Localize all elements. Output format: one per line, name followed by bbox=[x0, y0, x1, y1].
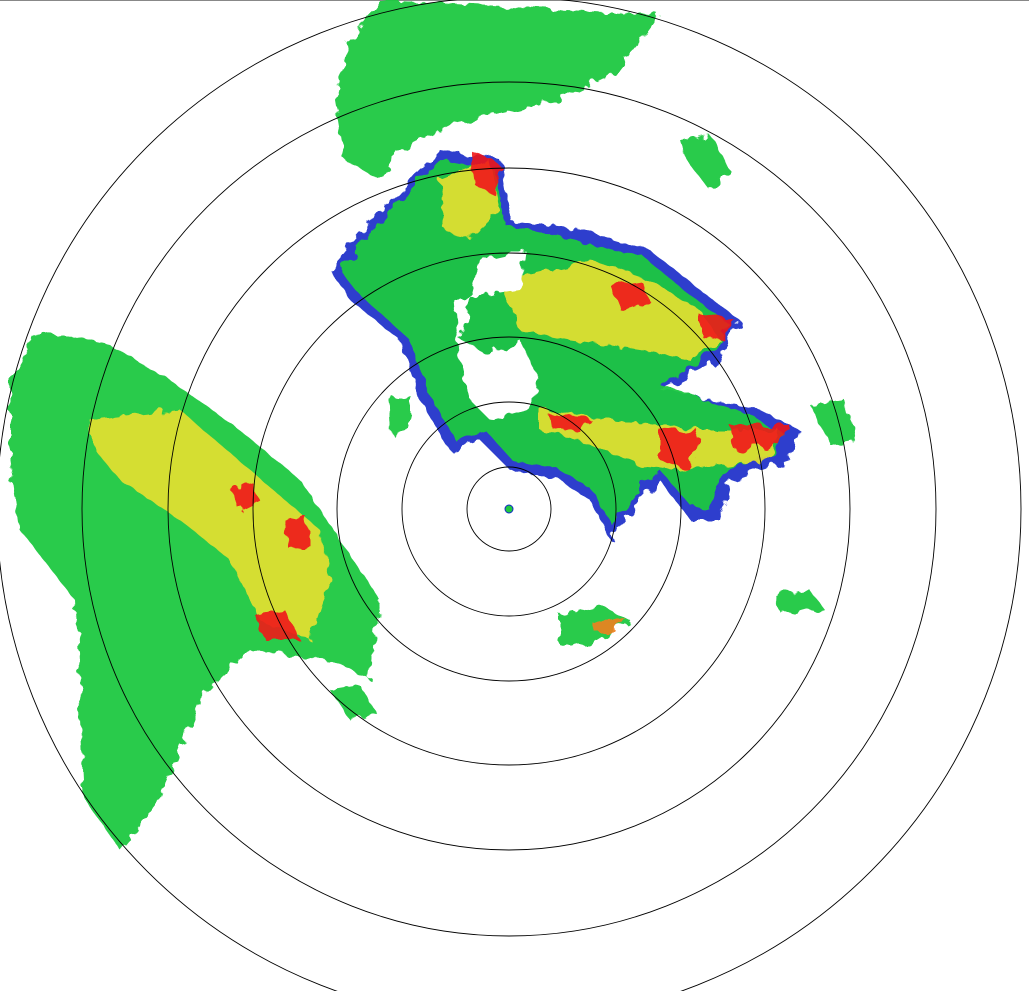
range-ring-4 bbox=[252, 252, 766, 766]
echo-intense-21 bbox=[730, 425, 790, 450]
echo-intense-18 bbox=[700, 315, 735, 340]
radar-site-dot bbox=[504, 504, 514, 514]
range-ring-2 bbox=[401, 401, 617, 617]
echo-light-0 bbox=[335, 0, 660, 180]
echo-heavy-23 bbox=[590, 618, 625, 632]
range-ring-5 bbox=[167, 167, 851, 851]
radar-site-marker bbox=[504, 504, 514, 514]
echo-intense-19 bbox=[550, 415, 590, 432]
echo-moderate-10 bbox=[90, 410, 330, 640]
echo-light-5 bbox=[775, 590, 825, 612]
echo-intense-17 bbox=[610, 280, 650, 310]
echo-intense-16 bbox=[255, 610, 300, 640]
echo-intense-14 bbox=[230, 480, 260, 510]
echo-light-8 bbox=[390, 395, 410, 435]
echo-moderate-12 bbox=[500, 260, 720, 360]
precipitation-echoes bbox=[10, 0, 855, 850]
echo-light-6 bbox=[810, 400, 855, 445]
echo-intense-22 bbox=[470, 150, 500, 195]
range-ring-1 bbox=[466, 466, 552, 552]
echo-intense-15 bbox=[285, 515, 310, 550]
echo-intense-20 bbox=[660, 430, 700, 470]
echo-light-9 bbox=[330, 685, 378, 720]
range-ring-6 bbox=[81, 81, 937, 937]
echo-light-7 bbox=[680, 135, 730, 190]
range-ring-3 bbox=[336, 336, 682, 682]
echo-free-area bbox=[455, 250, 540, 420]
top-border bbox=[0, 0, 1029, 1]
echo-light-1 bbox=[10, 330, 380, 850]
